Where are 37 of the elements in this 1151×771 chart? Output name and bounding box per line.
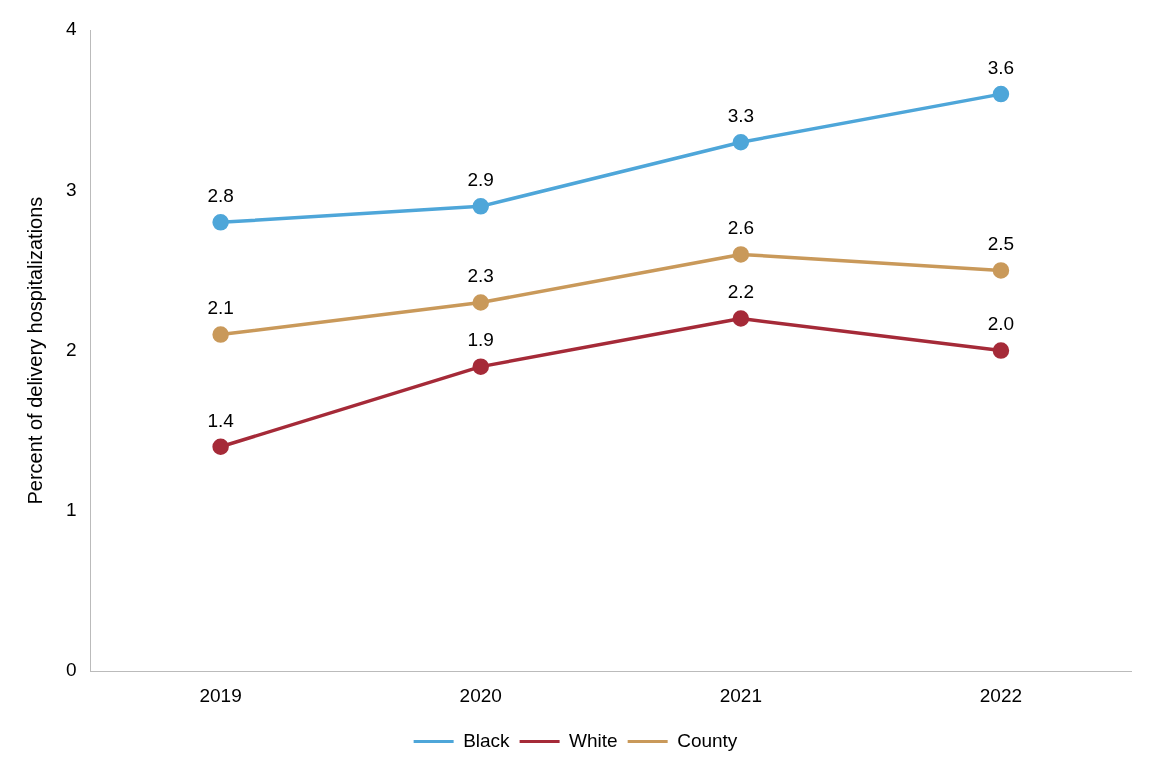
data-label: 1.4 xyxy=(207,409,235,431)
y-tick-label: 0 xyxy=(65,659,77,681)
x-tick-label: 2022 xyxy=(979,684,1023,706)
data-label: 2.2 xyxy=(727,281,755,303)
y-tick-label: 3 xyxy=(65,178,77,200)
y-tick-label: 2 xyxy=(65,338,77,360)
point xyxy=(992,262,1010,279)
data-label: 2.0 xyxy=(987,313,1015,335)
data-label: 2.8 xyxy=(207,185,234,207)
x-tick-label: 2020 xyxy=(459,684,502,706)
data-label: 3.6 xyxy=(987,56,1015,78)
point xyxy=(992,342,1010,359)
point xyxy=(472,198,489,215)
data-label: 2.3 xyxy=(467,265,494,287)
data-label: 1.9 xyxy=(467,329,494,351)
data-label: 2.6 xyxy=(727,217,755,239)
data-label: 2.1 xyxy=(207,297,234,319)
data-label: 3.3 xyxy=(727,104,755,126)
legend-label: Black xyxy=(463,729,511,751)
point xyxy=(472,358,489,375)
point xyxy=(992,85,1010,103)
point xyxy=(212,214,229,231)
y-tick-label: 1 xyxy=(65,499,77,521)
point xyxy=(732,246,750,263)
y-tick-label: 4 xyxy=(65,18,77,40)
data-label: 2.5 xyxy=(987,233,1015,255)
point xyxy=(472,294,489,311)
y-axis-title: Percent of delivery hospitalizations xyxy=(23,196,46,505)
point xyxy=(732,310,750,327)
legend-label: White xyxy=(569,729,618,751)
point xyxy=(212,438,229,456)
x-tick-label: 2019 xyxy=(199,684,242,706)
legend-label: County xyxy=(677,729,738,751)
data-label: 2.9 xyxy=(467,169,494,191)
point xyxy=(732,133,750,151)
point xyxy=(212,326,229,343)
x-tick-label: 2021 xyxy=(719,684,762,706)
